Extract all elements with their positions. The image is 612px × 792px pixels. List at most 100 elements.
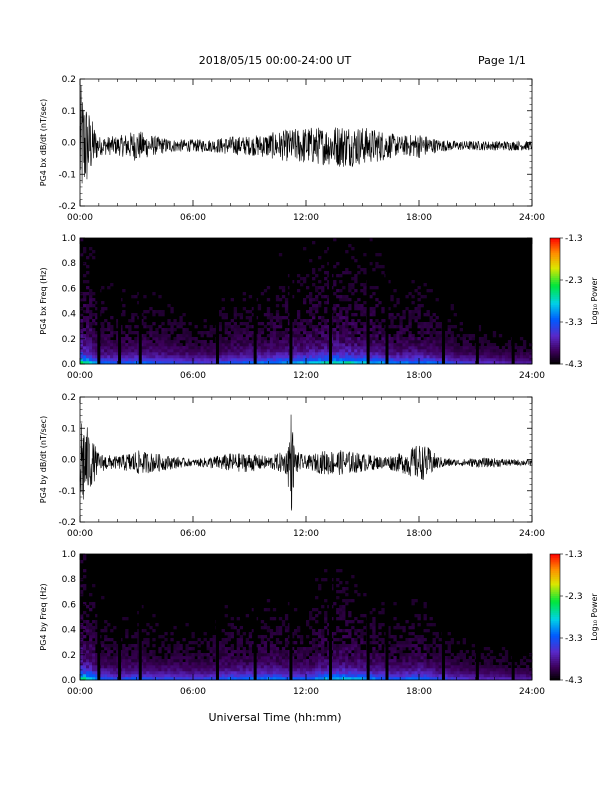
spectrogram-cell [233, 310, 237, 314]
spectrogram-cell [89, 647, 93, 651]
spectrogram-cell [278, 331, 283, 335]
spectrogram-cell [143, 662, 147, 666]
spectrogram-cell [495, 668, 500, 672]
spectrogram-cell [140, 343, 144, 347]
spectrogram-cell [357, 659, 361, 663]
spectrogram-cell [468, 355, 473, 359]
spectrogram-cell [164, 337, 168, 341]
spectrogram-cell [242, 650, 247, 654]
spectrogram-cell [170, 349, 174, 353]
spectrogram-cell [188, 322, 192, 326]
spectrogram-cell [125, 349, 129, 353]
spectrogram-cell [242, 361, 247, 365]
spectrogram-cell [357, 349, 361, 353]
spectrogram-cell [435, 653, 439, 657]
spectrogram-cell [116, 653, 120, 657]
spectrogram-cell [104, 346, 108, 350]
spectrogram-cell [408, 325, 412, 329]
spectrogram-cell [507, 340, 512, 344]
spectrogram-cell [143, 352, 147, 356]
spectrogram-cell [170, 665, 174, 669]
spectrogram-cell [101, 656, 105, 660]
spectrogram-cell [375, 677, 379, 681]
spectrogram-cell [224, 361, 228, 365]
y-tick-label: -0.2 [58, 518, 76, 528]
spectrogram-cell [498, 674, 503, 678]
spectrogram-cell [372, 334, 376, 338]
spectrogram-cell [516, 352, 521, 356]
spectrogram-cell [260, 650, 265, 654]
spectrogram-cell [327, 352, 331, 356]
spectrogram-cell [357, 635, 361, 639]
spectrogram-cell [423, 361, 427, 365]
spectrogram-cell [354, 301, 358, 305]
colorbar-swatch [550, 338, 560, 342]
spectrogram-cell [236, 325, 240, 329]
spectrogram-cell [336, 331, 340, 335]
spectrogram-cell [351, 340, 355, 344]
spectrogram-cell [417, 343, 421, 347]
spectrogram-cell [348, 671, 352, 675]
spectrogram-cell [447, 656, 451, 660]
spectrogram-cell [101, 301, 105, 305]
spectrogram-cell [516, 665, 521, 669]
spectrogram-cell [158, 334, 162, 338]
spectrogram-cell [315, 668, 319, 672]
spectrogram-cell [324, 578, 328, 582]
spectrogram-cell [348, 307, 352, 311]
spectrogram-cell [212, 650, 216, 654]
spectrogram-cell [483, 668, 488, 672]
spectrogram-cell [447, 677, 451, 681]
spectrogram-cell [95, 322, 99, 326]
spectrogram-cell [155, 656, 159, 660]
spectrogram-cell [239, 343, 244, 347]
spectrogram-cell [345, 620, 349, 624]
spectrogram-cell [351, 599, 355, 603]
spectrogram-cell [336, 343, 340, 347]
spectrogram-cell [462, 355, 466, 359]
spectrogram-cell [456, 671, 460, 675]
spectrogram-cell [321, 656, 325, 660]
spectrogram-cell [122, 361, 126, 365]
spectrogram-cell [236, 617, 240, 621]
spectrogram-cell [161, 361, 165, 365]
spectrogram-cell [83, 620, 87, 624]
spectrogram-cell [134, 659, 138, 663]
spectrogram-cell [224, 638, 228, 642]
spectrogram-cell [396, 325, 400, 329]
spectrogram-cell [293, 677, 298, 681]
spectrogram-cell [125, 650, 129, 654]
spectrogram-cell [507, 668, 512, 672]
spectrogram-cell [342, 331, 346, 335]
spectrogram-cell [393, 647, 397, 651]
spectrogram-cell [95, 313, 99, 317]
spectrogram-cell [372, 268, 376, 272]
spectrogram-cell [480, 355, 485, 359]
spectrogram-cell [432, 632, 436, 636]
spectrogram-cell [248, 644, 253, 648]
spectrogram-cell [95, 632, 99, 636]
spectrogram-cell [426, 331, 430, 335]
spectrogram-cell [200, 665, 204, 669]
spectrogram-cell [375, 656, 379, 660]
spectrogram-cell [80, 665, 84, 669]
spectrogram-cell [363, 307, 367, 311]
spectrogram-cell [393, 644, 397, 648]
spectrogram-cell [140, 349, 144, 353]
spectrogram-cell [501, 361, 506, 365]
spectrogram-cell [131, 671, 135, 675]
spectrogram-cell [390, 322, 394, 326]
spectrogram-cell [104, 656, 108, 660]
spectrogram-cell [396, 677, 400, 681]
spectrogram-cell [483, 334, 488, 338]
spectrogram-cell [396, 626, 400, 630]
spectrogram-cell [420, 334, 424, 338]
spectrogram-cell [450, 355, 454, 359]
spectrogram-cell [233, 662, 237, 666]
spectrogram-cell [327, 662, 331, 666]
spectrogram-cell [80, 340, 84, 344]
spectrogram-cell [293, 358, 298, 362]
colorbar-swatch [550, 556, 560, 559]
spectrogram-cell [92, 656, 96, 660]
spectrogram-cell [345, 298, 349, 302]
